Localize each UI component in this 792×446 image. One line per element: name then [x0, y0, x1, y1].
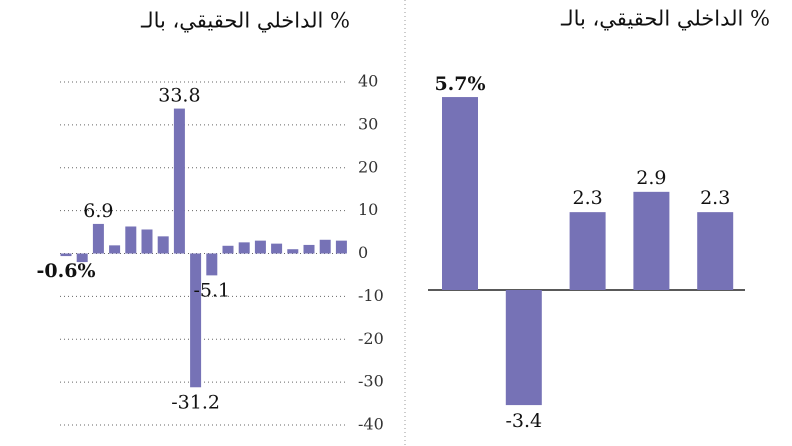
data-label: 33.8: [158, 85, 200, 107]
chart-title: الداخلي الحقيقي، بالـ %: [140, 9, 350, 33]
bar: [442, 97, 478, 291]
bar: [303, 244, 315, 254]
data-label: 5.7%: [434, 73, 485, 95]
bar: [206, 253, 218, 276]
bar: [335, 240, 347, 254]
bar: [569, 212, 606, 290]
bar: [287, 249, 299, 254]
bar: [697, 212, 734, 290]
data-label: 6.9: [83, 200, 113, 222]
bar: [238, 242, 250, 254]
bar: [254, 240, 266, 254]
y-tick-label: 0: [358, 243, 368, 262]
bar: [173, 108, 185, 254]
data-label: -31.2: [171, 391, 220, 413]
bar: [222, 245, 234, 254]
bar: [92, 223, 104, 254]
data-label: -3.4: [505, 410, 542, 432]
y-tick-label: 30: [358, 114, 378, 133]
data-label: 2.3: [700, 187, 730, 209]
bar: [319, 239, 331, 254]
bar: [60, 253, 72, 257]
bar: [125, 226, 137, 254]
bar: [271, 243, 283, 254]
y-tick-label: -10: [358, 286, 384, 305]
bar: [157, 236, 169, 254]
data-label: -0.6%: [37, 260, 96, 282]
bar: [190, 253, 202, 388]
data-label: 2.3: [572, 187, 602, 209]
y-tick-label: 20: [358, 157, 378, 176]
data-label: -5.1: [193, 279, 230, 301]
y-tick-label: 40: [358, 72, 378, 91]
bar: [141, 229, 153, 254]
bar: [633, 191, 670, 290]
y-tick-label: -30: [358, 372, 384, 391]
chart-title: الداخلي الحقيقي، بالـ %: [560, 7, 770, 31]
y-tick-label: -20: [358, 329, 384, 348]
bar: [109, 245, 121, 254]
y-tick-label: 10: [358, 200, 378, 219]
y-tick-label: -40: [358, 415, 384, 434]
data-label: 2.9: [636, 167, 666, 189]
bar: [76, 253, 88, 263]
bar: [505, 290, 542, 406]
